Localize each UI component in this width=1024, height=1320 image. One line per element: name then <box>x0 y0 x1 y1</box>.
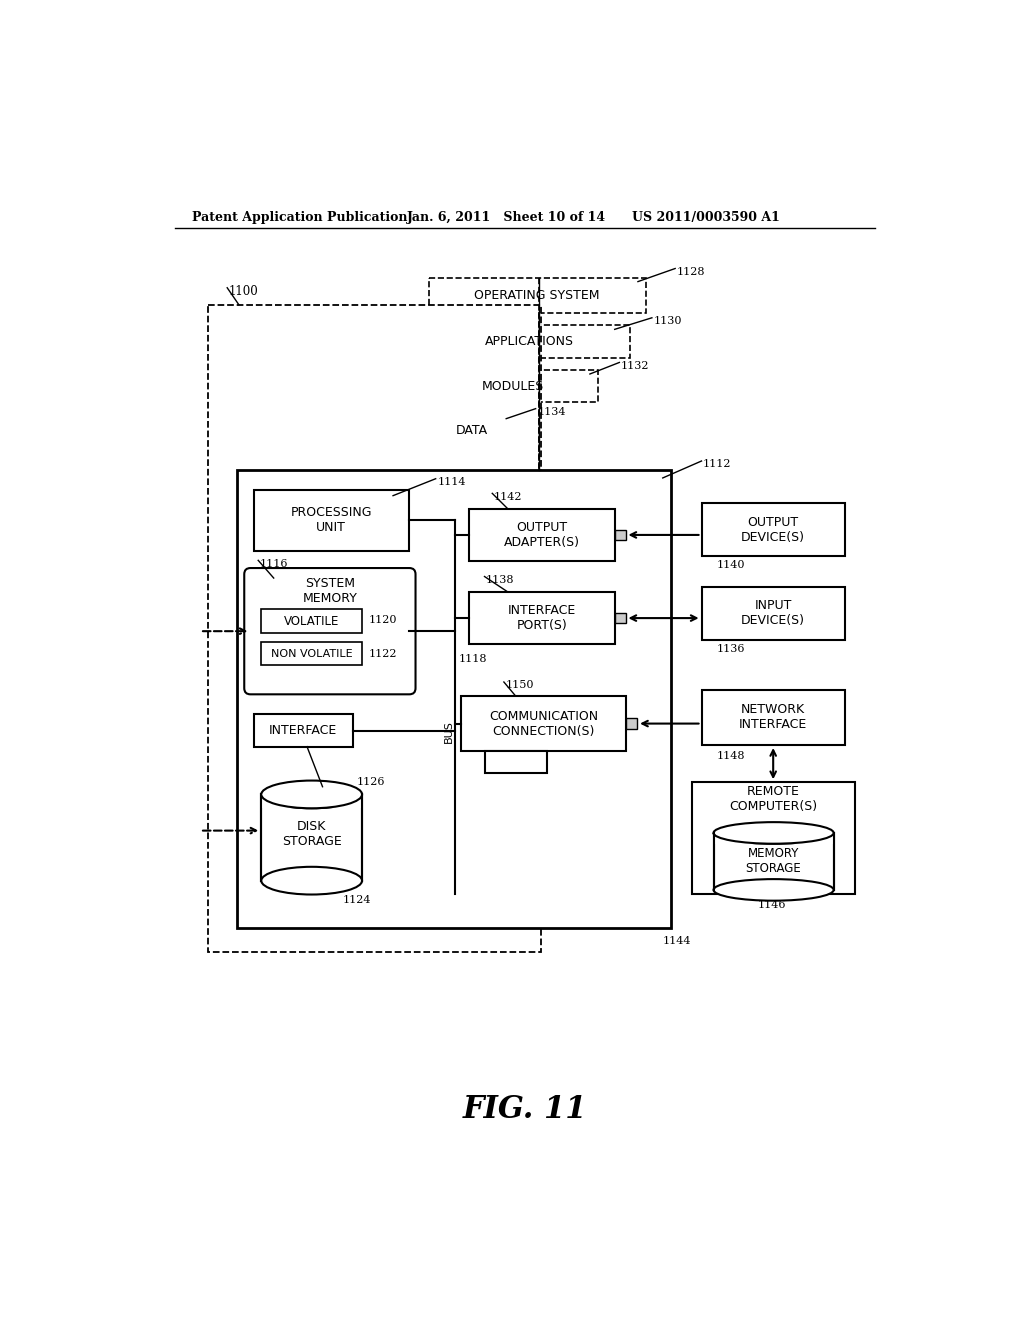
Text: 1126: 1126 <box>356 776 385 787</box>
FancyBboxPatch shape <box>245 568 416 694</box>
Bar <box>627 718 637 729</box>
Bar <box>254 714 352 747</box>
Text: DISK
STORAGE: DISK STORAGE <box>282 821 342 849</box>
Bar <box>261 609 362 634</box>
Ellipse shape <box>261 867 362 895</box>
Bar <box>701 689 845 744</box>
Bar <box>429 414 514 446</box>
Text: 1134: 1134 <box>538 407 565 417</box>
Bar <box>469 591 614 644</box>
Bar <box>461 696 627 751</box>
Text: 1140: 1140 <box>717 560 745 570</box>
Text: 1136: 1136 <box>717 644 745 655</box>
Text: 1132: 1132 <box>621 360 649 371</box>
Ellipse shape <box>714 879 834 900</box>
Bar <box>714 833 834 890</box>
Text: NON VOLATILE: NON VOLATILE <box>271 648 352 659</box>
Bar <box>208 305 541 952</box>
Text: 1138: 1138 <box>486 576 514 585</box>
Bar <box>261 795 362 880</box>
Text: INTERFACE: INTERFACE <box>269 723 337 737</box>
Bar <box>429 370 598 403</box>
Bar <box>429 277 646 313</box>
Text: FIG. 11: FIG. 11 <box>463 1094 587 1125</box>
Bar <box>261 795 362 808</box>
Text: 1100: 1100 <box>228 285 258 298</box>
Bar <box>614 612 626 623</box>
Bar <box>429 326 630 358</box>
Bar <box>701 503 845 557</box>
Bar <box>714 833 834 843</box>
Text: 1144: 1144 <box>663 936 691 946</box>
Text: 1114: 1114 <box>437 478 466 487</box>
Text: COMMUNICATION
CONNECTION(S): COMMUNICATION CONNECTION(S) <box>489 710 598 738</box>
Text: 1122: 1122 <box>369 648 396 659</box>
Text: INPUT
DEVICE(S): INPUT DEVICE(S) <box>741 599 805 627</box>
Text: 1142: 1142 <box>494 492 522 502</box>
Bar <box>614 529 626 540</box>
Bar <box>261 642 362 665</box>
Text: 1128: 1128 <box>677 267 706 277</box>
Text: DATA: DATA <box>456 424 487 437</box>
Text: 1118: 1118 <box>459 653 487 664</box>
Bar <box>254 490 409 552</box>
Text: 1124: 1124 <box>343 895 371 904</box>
Text: US 2011/0003590 A1: US 2011/0003590 A1 <box>632 211 779 224</box>
Text: OUTPUT
ADAPTER(S): OUTPUT ADAPTER(S) <box>504 521 580 549</box>
Text: Patent Application Publication: Patent Application Publication <box>191 211 408 224</box>
Ellipse shape <box>261 780 362 808</box>
Text: OPERATING SYSTEM: OPERATING SYSTEM <box>474 289 600 302</box>
Text: SYSTEM
MEMORY: SYSTEM MEMORY <box>302 577 357 605</box>
Text: APPLICATIONS: APPLICATIONS <box>485 335 573 348</box>
Bar <box>701 586 845 640</box>
Text: REMOTE
COMPUTER(S): REMOTE COMPUTER(S) <box>729 785 817 813</box>
Bar <box>692 781 855 894</box>
Bar <box>237 470 671 928</box>
Text: 1116: 1116 <box>260 558 288 569</box>
Text: VOLATILE: VOLATILE <box>284 615 339 628</box>
Text: PROCESSING
UNIT: PROCESSING UNIT <box>290 507 372 535</box>
Text: 1112: 1112 <box>703 459 731 470</box>
Text: MODULES: MODULES <box>482 380 545 393</box>
Bar <box>469 508 614 561</box>
Text: 1148: 1148 <box>717 751 745 762</box>
Text: OUTPUT
DEVICE(S): OUTPUT DEVICE(S) <box>741 516 805 544</box>
Text: INTERFACE
PORT(S): INTERFACE PORT(S) <box>508 605 575 632</box>
Text: Jan. 6, 2011   Sheet 10 of 14: Jan. 6, 2011 Sheet 10 of 14 <box>407 211 606 224</box>
Text: NETWORK
INTERFACE: NETWORK INTERFACE <box>739 704 807 731</box>
Text: BUS: BUS <box>443 721 454 743</box>
Text: 1130: 1130 <box>653 317 682 326</box>
Text: 1146: 1146 <box>758 900 786 909</box>
Bar <box>484 751 547 774</box>
Ellipse shape <box>714 822 834 843</box>
Text: 1150: 1150 <box>506 681 534 690</box>
Text: 1120: 1120 <box>369 615 396 624</box>
Text: MEMORY
STORAGE: MEMORY STORAGE <box>745 846 802 875</box>
